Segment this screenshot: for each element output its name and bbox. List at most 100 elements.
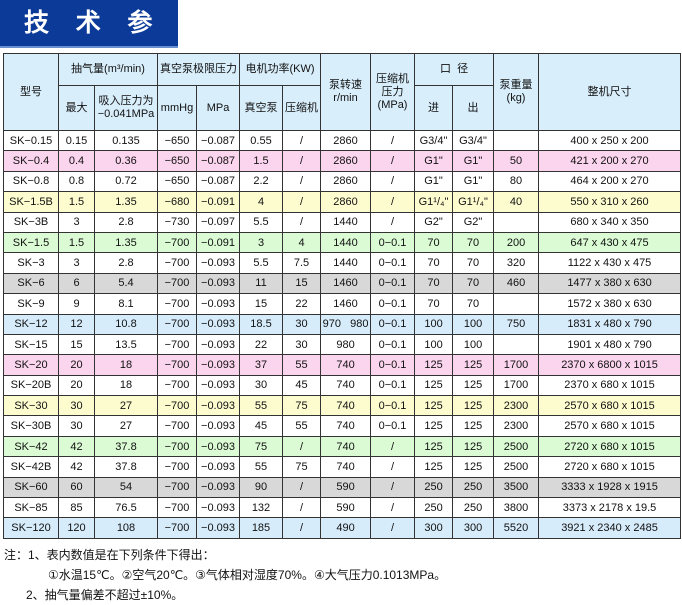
table-cell: 1.35	[94, 191, 158, 213]
table-cell: 1831 x 480 x 790	[538, 313, 682, 335]
table-cell: 55	[281, 354, 322, 376]
table-cell: 85	[58, 497, 95, 519]
header-vacuum-limit: 真空泵极限压力	[157, 53, 240, 86]
table-cell: /	[281, 170, 322, 193]
table-cell: 2500	[493, 435, 540, 458]
table-cell: SK−0.8	[3, 170, 59, 193]
header-vacuum-pump: 真空泵	[239, 85, 283, 131]
table-cell: /	[281, 476, 322, 499]
table-cell: 5.5	[239, 252, 283, 274]
table-cell: 0−0.1	[370, 293, 416, 315]
notes: 注：1、表内数值是在下列条件下得出： ①水温15℃。②空气20℃。③气体相对湿度…	[4, 545, 446, 605]
table-cell: SK−85	[3, 497, 59, 519]
table-cell: 300	[414, 517, 454, 539]
table-cell: −0.093	[196, 354, 240, 376]
table-cell: 2860	[320, 191, 372, 213]
table-cell: 0−0.1	[370, 313, 416, 335]
table-cell: 7.5	[281, 252, 322, 274]
table-cell: /	[281, 211, 322, 233]
table-cell: 1122 x 430 x 475	[538, 252, 682, 274]
table-cell: 1901 x 480 x 790	[538, 333, 682, 356]
table-cell: 0.15	[58, 129, 95, 152]
table-cell: 2860	[320, 150, 372, 172]
table-row: SK−3B 3 2.8 −730 −0.097 5.5/1440/G2" G2" 680 x …	[3, 211, 682, 233]
table-cell: −0.093	[196, 476, 240, 499]
table-row: SK−60 60 54 −700 −0.093 90/590/250 250 3500 3333…	[3, 476, 682, 499]
table-cell: 8.1	[94, 293, 158, 315]
table-cell: SK−42	[3, 435, 59, 458]
table-cell: G1"	[452, 150, 495, 172]
table-cell: 55	[239, 395, 283, 417]
table-cell: 1.5	[58, 191, 95, 213]
header-pumping-max: 最大	[58, 85, 95, 131]
table-cell: 4	[281, 231, 322, 254]
table-body: SK−0.15 0.15 0.135 −650 −0.087 0.55/2860/G3/4…	[3, 129, 682, 539]
table-cell: 15	[239, 293, 283, 315]
table-cell: 125	[414, 354, 454, 376]
table-cell: 100	[414, 313, 454, 335]
table-cell: 125	[452, 435, 495, 458]
header-port-out: 出	[452, 85, 495, 131]
table-row: SK−42B 42 37.8 −700 −0.093 55 75 740/125 125 2500…	[3, 456, 682, 478]
table-cell: /	[281, 191, 322, 213]
header-mmhg: mmHg	[157, 85, 197, 131]
table-cell: −0.093	[196, 293, 240, 315]
table-cell: 125	[452, 354, 495, 376]
table-cell: 1.35	[94, 231, 158, 254]
table-cell: 2370 x 6800 x 1015	[538, 354, 682, 376]
table-cell: 2.8	[94, 211, 158, 233]
table-row: SK−0.4 0.4 0.36 −650 −0.087 1.5/2860/G1" G1" 50…	[3, 150, 682, 172]
table-cell: G2"	[414, 211, 454, 233]
table-cell: −650	[157, 150, 197, 172]
table-cell: 30	[58, 395, 95, 417]
header-port-in: 进	[414, 85, 454, 131]
table-cell: −700	[157, 252, 197, 274]
table-row: SK−30 30 27 −700 −0.093 55 75 740 0−0.1 125 125 230…	[3, 395, 682, 417]
table-cell: 30	[281, 333, 322, 356]
table-cell: 125	[414, 415, 454, 437]
table-cell: 18	[94, 374, 158, 397]
table-cell: SK−6	[3, 272, 59, 295]
table-cell: 42	[58, 456, 95, 478]
table-row: SK−3 3 2.8 −700 −0.093 5.5 7.5 1440 0−0.1 70 70 320…	[3, 252, 682, 274]
table-cell: 0−0.1	[370, 272, 416, 295]
table-cell: 250	[452, 497, 495, 519]
table-cell: 0−0.1	[370, 333, 416, 356]
table-cell: G1¹/₄"	[452, 191, 495, 213]
table-cell: 200	[493, 231, 540, 254]
table-cell: /	[370, 435, 416, 458]
table-cell: −0.093	[196, 272, 240, 295]
table-cell: −0.087	[196, 150, 240, 172]
table-row: SK−0.15 0.15 0.135 −650 −0.087 0.55/2860/G3/4…	[3, 129, 682, 152]
table-cell: 60	[58, 476, 95, 499]
table-cell: 125	[452, 395, 495, 417]
table-cell: −0.091	[196, 191, 240, 213]
table-cell: G3/4"	[414, 129, 454, 152]
table-cell: 3500	[493, 476, 540, 499]
table-cell: 0−0.1	[370, 252, 416, 274]
table-cell: 18.5	[239, 313, 283, 335]
table-row: SK−85 85 76.5 −700 −0.093 132/590/250 250 3800 3…	[3, 497, 682, 519]
table-cell: −700	[157, 313, 197, 335]
table-cell: 1.5	[239, 150, 283, 172]
table-cell: 13.5	[94, 333, 158, 356]
note-line-3: 2、抽气量偏差不超过±10%。	[26, 588, 184, 602]
table-cell: −0.097	[196, 211, 240, 233]
table-cell: /	[281, 129, 322, 152]
table-cell: −0.093	[196, 313, 240, 335]
table-row: SK−9 9 8.1 −700 −0.093 15 22 1460 0−0.1 70 70 1572 …	[3, 293, 682, 315]
spec-table: 型号 抽气量(m³/min) 真空泵极限压力 电机功率(KW) 泵转速 r/mi…	[3, 53, 682, 539]
table-cell: 0.135	[94, 129, 158, 152]
table-cell	[493, 129, 540, 152]
table-cell: 0−0.1	[370, 354, 416, 376]
header-speed: 泵转速 r/min	[320, 53, 372, 131]
table-cell: 0−0.1	[370, 374, 416, 397]
table-cell: 108	[94, 517, 158, 539]
table-cell: 37.8	[94, 456, 158, 478]
table-cell: −700	[157, 293, 197, 315]
table-cell: −700	[157, 395, 197, 417]
table-cell: 3	[239, 231, 283, 254]
table-cell: 1440	[320, 211, 372, 233]
table-row: SK−1.5 1.5 1.35 −700 −0.091 3 4 1440 0−0.1 70 70 20…	[3, 231, 682, 254]
table-cell: 2570 x 680 x 1015	[538, 415, 682, 437]
